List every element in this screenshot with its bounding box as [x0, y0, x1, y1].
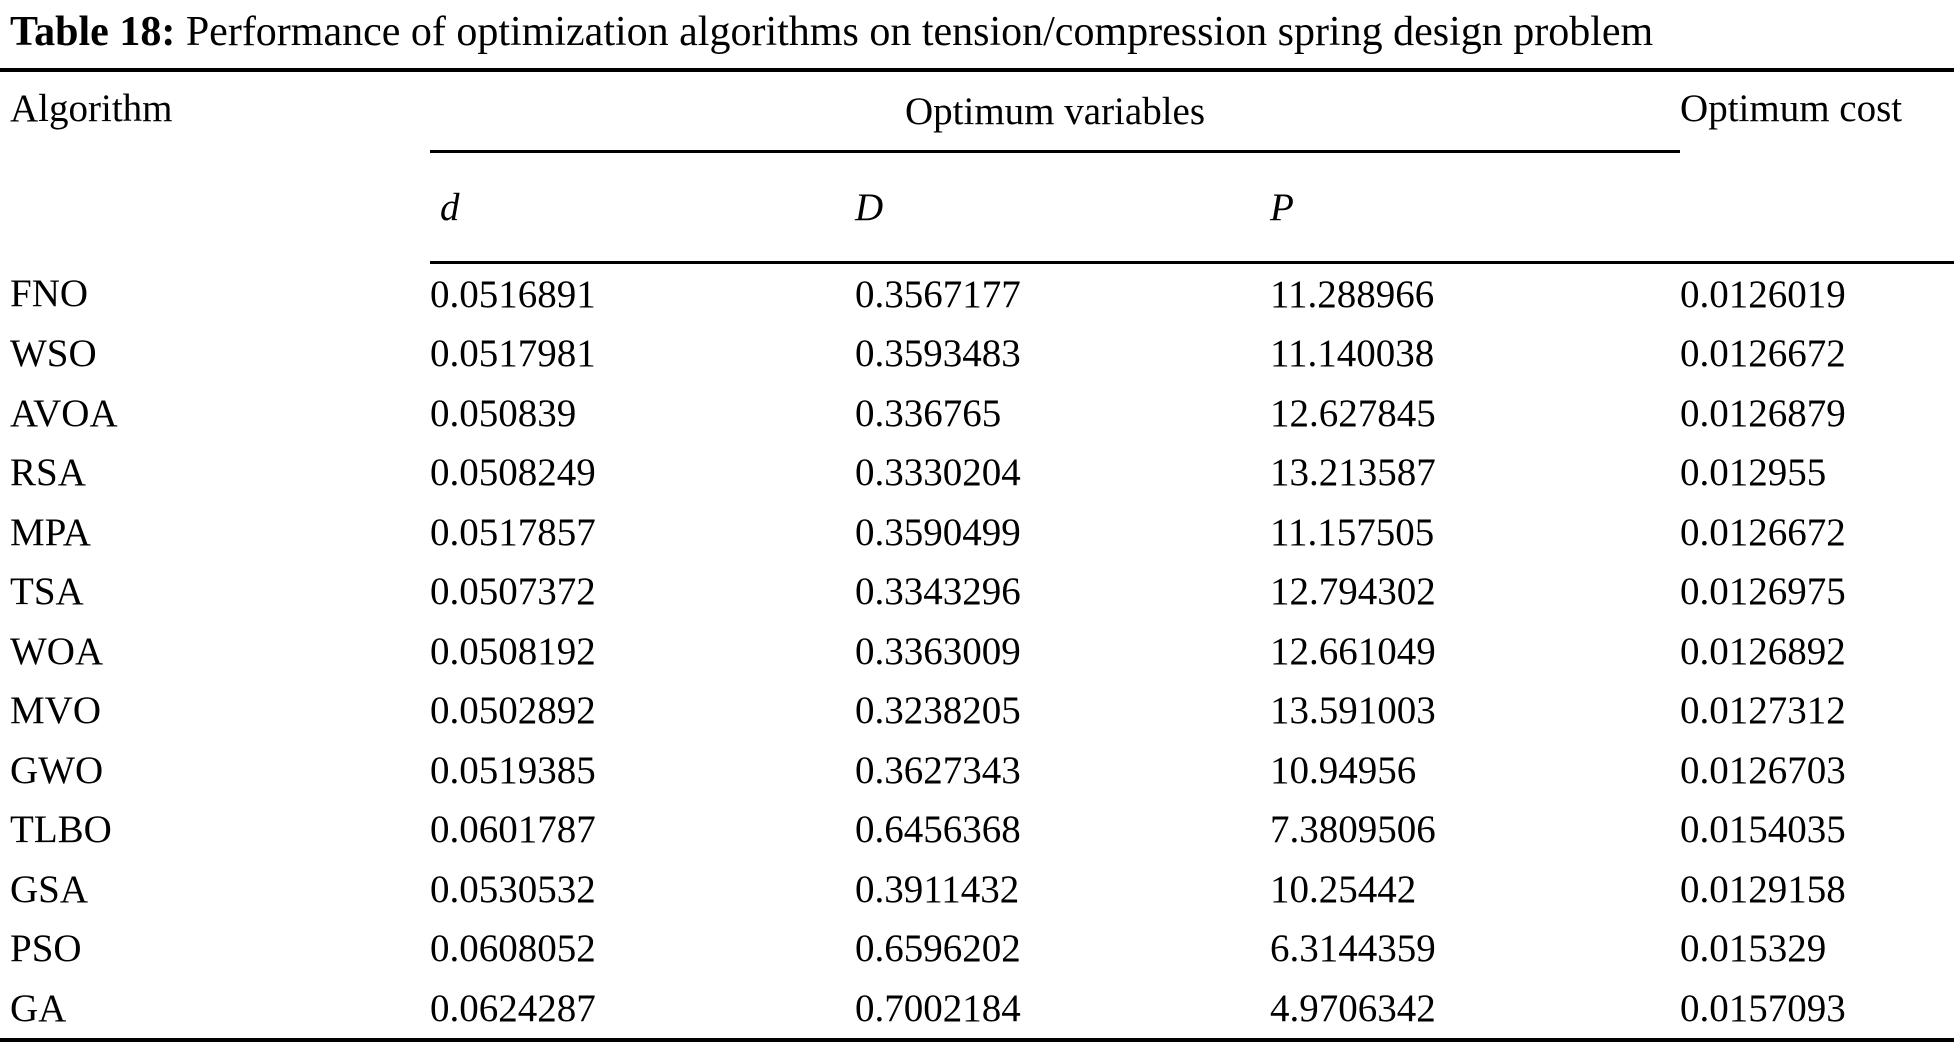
d-column-header: d	[430, 151, 855, 265]
table-row: RSA 0.0508249 0.3330204 13.213587 0.012955	[0, 443, 1954, 503]
cost-value-cell: 0.0126879	[1680, 391, 1846, 435]
table-caption: Table 18: Performance of optimization al…	[0, 0, 1954, 68]
p-column-header: P	[1270, 151, 1681, 265]
d-value-cell: 0.0516891	[430, 272, 596, 316]
d-value-cell: 0.0624287	[430, 986, 596, 1030]
cost-value-cell: 0.0157093	[1680, 986, 1846, 1030]
cost-value-cell: 0.0126975	[1680, 570, 1846, 614]
big-d-value-cell: 0.3593483	[855, 332, 1021, 376]
d-value-cell: 0.0517981	[430, 332, 596, 376]
algorithm-cell: WOA	[10, 629, 104, 673]
table-row: GA 0.0624287 0.7002184 4.9706342 0.0157093	[0, 978, 1954, 1040]
optimum-variables-group-header: Optimum variables	[430, 70, 1681, 154]
d-value-cell: 0.050839	[430, 391, 577, 435]
algorithm-cell: MVO	[10, 689, 102, 733]
algorithm-cell: MPA	[10, 510, 91, 554]
d-value-cell: 0.0517857	[430, 510, 596, 554]
d-value-cell: 0.0601787	[430, 808, 596, 852]
table-row: WSO 0.0517981 0.3593483 11.140038 0.0126672	[0, 324, 1954, 384]
algorithm-cell: WSO	[10, 332, 97, 376]
big-d-value-cell: 0.7002184	[855, 986, 1021, 1030]
big-d-column-header: D	[855, 151, 1270, 265]
header-group-row: Algorithm Optimum variables Optimum cost	[0, 70, 1954, 265]
big-d-value-cell: 0.336765	[855, 391, 1002, 435]
table-row: PSO 0.0608052 0.6596202 6.3144359 0.015329	[0, 919, 1954, 979]
d-value-cell: 0.0508249	[430, 451, 596, 495]
table-body: FNO 0.0516891 0.3567177 11.288966 0.0126019 W…	[0, 263, 1954, 1040]
p-value-cell: 10.25442	[1270, 867, 1417, 911]
cost-value-cell: 0.0127312	[1680, 689, 1846, 733]
algorithm-cell: GA	[10, 986, 67, 1030]
table-row: WOA 0.0508192 0.3363009 12.661049 0.0126892	[0, 621, 1954, 681]
big-d-value-cell: 0.3911432	[855, 867, 1020, 911]
big-d-value-cell: 0.3627343	[855, 748, 1021, 792]
d-value-cell: 0.0519385	[430, 748, 596, 792]
cost-value-cell: 0.012955	[1680, 451, 1827, 495]
p-value-cell: 13.591003	[1270, 689, 1436, 733]
cost-value-cell: 0.0129158	[1680, 867, 1846, 911]
table-row: FNO 0.0516891 0.3567177 11.288966 0.0126019	[0, 263, 1954, 324]
d-value-cell: 0.0502892	[430, 689, 596, 733]
cost-value-cell: 0.0154035	[1680, 808, 1846, 852]
results-table: Algorithm Optimum variables Optimum cost…	[0, 68, 1954, 1042]
table-header: Algorithm Optimum variables Optimum cost…	[0, 70, 1954, 265]
algorithm-cell: TLBO	[10, 808, 112, 852]
p-value-cell: 4.9706342	[1270, 986, 1436, 1030]
big-d-value-cell: 0.3363009	[855, 629, 1021, 673]
table-row: TLBO 0.0601787 0.6456368 7.3809506 0.0154035	[0, 800, 1954, 860]
p-value-cell: 6.3144359	[1270, 927, 1436, 971]
cost-value-cell: 0.0126892	[1680, 629, 1846, 673]
algorithm-cell: GWO	[10, 748, 104, 792]
optimum-cost-column-header: Optimum cost	[1680, 70, 1954, 265]
big-d-value-cell: 0.6596202	[855, 927, 1021, 971]
algorithm-cell: RSA	[10, 451, 86, 495]
table-row: MPA 0.0517857 0.3590499 11.157505 0.0126672	[0, 502, 1954, 562]
big-d-value-cell: 0.3567177	[855, 272, 1021, 316]
d-value-cell: 0.0507372	[430, 570, 596, 614]
p-value-cell: 11.140038	[1270, 332, 1435, 376]
p-value-cell: 7.3809506	[1270, 808, 1436, 852]
algorithm-cell: FNO	[10, 271, 89, 315]
algorithm-column-header: Algorithm	[10, 87, 173, 131]
d-value-cell: 0.0608052	[430, 927, 596, 971]
p-value-cell: 11.157505	[1270, 510, 1435, 554]
d-value-cell: 0.0508192	[430, 629, 596, 673]
table-row: TSA 0.0507372 0.3343296 12.794302 0.0126975	[0, 562, 1954, 622]
table-row: AVOA 0.050839 0.336765 12.627845 0.0126879	[0, 383, 1954, 443]
header-variables-row: d D P	[0, 151, 1954, 265]
big-d-value-cell: 0.6456368	[855, 808, 1021, 852]
table-row: GSA 0.0530532 0.3911432 10.25442 0.0129158	[0, 859, 1954, 919]
table-row: MVO 0.0502892 0.3238205 13.591003 0.0127312	[0, 681, 1954, 741]
big-d-value-cell: 0.3343296	[855, 570, 1021, 614]
algorithm-cell: AVOA	[10, 391, 118, 435]
d-value-cell: 0.0530532	[430, 867, 596, 911]
big-d-value-cell: 0.3590499	[855, 510, 1021, 554]
p-value-cell: 12.627845	[1270, 391, 1436, 435]
p-value-cell: 11.288966	[1270, 272, 1435, 316]
big-d-value-cell: 0.3330204	[855, 451, 1021, 495]
cost-value-cell: 0.0126019	[1680, 272, 1846, 316]
algorithm-cell: GSA	[10, 867, 89, 911]
p-value-cell: 12.794302	[1270, 570, 1436, 614]
table-caption-text: Performance of optimization algorithms o…	[185, 9, 1654, 55]
cost-value-cell: 0.0126672	[1680, 332, 1846, 376]
table-caption-label: Table 18:	[10, 9, 176, 55]
p-value-cell: 13.213587	[1270, 451, 1436, 495]
big-d-value-cell: 0.3238205	[855, 689, 1021, 733]
table-row: GWO 0.0519385 0.3627343 10.94956 0.0126703	[0, 740, 1954, 800]
algorithm-cell: PSO	[10, 927, 82, 971]
p-value-cell: 12.661049	[1270, 629, 1436, 673]
algorithm-cell: TSA	[10, 570, 84, 614]
cost-value-cell: 0.0126672	[1680, 510, 1846, 554]
cost-value-cell: 0.0126703	[1680, 748, 1846, 792]
cost-value-cell: 0.015329	[1680, 927, 1827, 971]
p-value-cell: 10.94956	[1270, 748, 1417, 792]
